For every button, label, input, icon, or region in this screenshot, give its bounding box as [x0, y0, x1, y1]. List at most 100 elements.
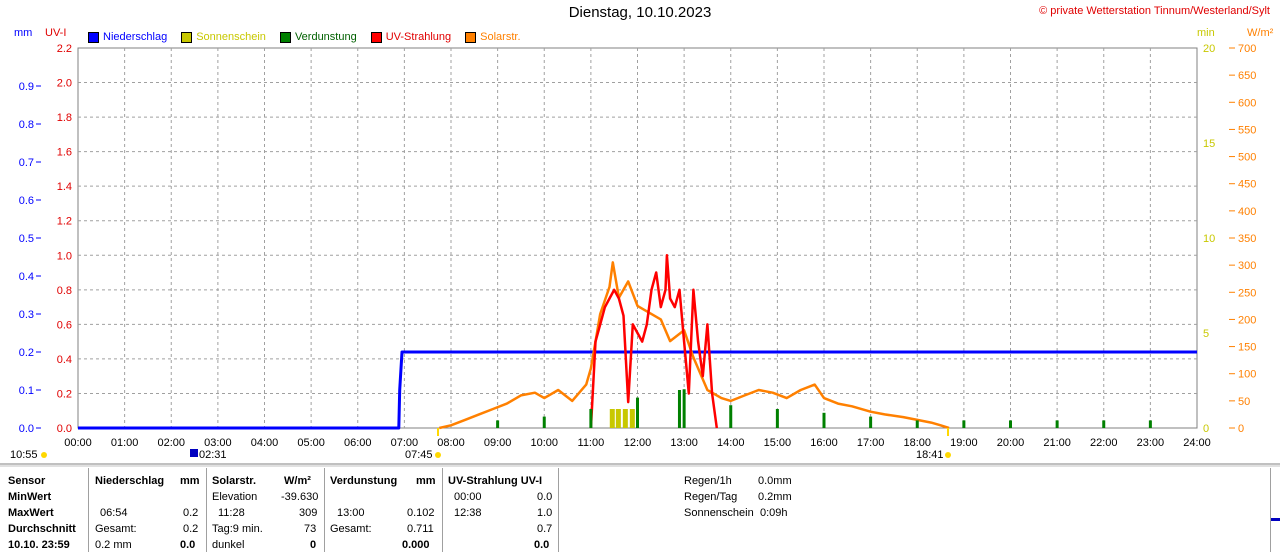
y-tick-label-wm2: 150	[1238, 342, 1256, 354]
x-tick-label: 13:00	[670, 437, 698, 449]
x-tick-label: 21:00	[1043, 437, 1071, 449]
axis-unit-mm: mm	[14, 27, 33, 39]
y-tick-label-mm: 0.4	[19, 271, 34, 283]
x-tick-label: 00:00	[64, 437, 92, 449]
marker-left-label: 10:55	[10, 449, 38, 461]
legend-label: Sonnenschein	[196, 31, 266, 43]
niederschlag-line	[78, 350, 1197, 430]
y-tick-label-uvi: 1.2	[57, 216, 72, 228]
y-tick-label-mm: 0.2	[19, 347, 34, 359]
verdunstung-sum-value: 0.711	[407, 523, 434, 535]
niederschlag-last-total: 0.0	[180, 539, 196, 551]
y-tick-label-mm: 0.8	[19, 119, 34, 131]
legend-item-verdunstung: Verdunstung	[279, 31, 357, 43]
y-tick-label-mm: 0.5	[19, 233, 34, 245]
regen-h-value: 0.0mm	[758, 475, 792, 487]
sun-marker-icon	[41, 452, 47, 458]
sonnenschein-bar	[609, 409, 615, 428]
uv-header: UV-Strahlung UV-I	[448, 475, 543, 487]
x-tick-label: 11:00	[578, 437, 605, 449]
sonnenschein-bar	[629, 409, 635, 428]
y-tick-label-wm2: 600	[1238, 97, 1256, 109]
y-tick-label-wm2: 0	[1238, 423, 1244, 435]
solar-day-label: Tag:9 min.	[212, 523, 263, 535]
x-tick-label: 17:00	[857, 437, 885, 449]
legend-swatch	[88, 31, 99, 43]
axis-unit-min: min	[1197, 27, 1215, 39]
y-tick-label-uvi: 1.6	[57, 147, 72, 159]
uv-min-value: 0.0	[537, 491, 553, 503]
solar-dark-label: dunkel	[212, 539, 245, 551]
sunset-label: 18:41	[916, 449, 944, 461]
sunshine-value: 0:09h	[760, 507, 788, 519]
x-tick-label: 08:00	[437, 437, 465, 449]
niederschlag-max-value: 0.2	[183, 507, 199, 519]
verdunstung-last: 0.000	[402, 539, 430, 551]
legend-item-niederschlag: Niederschlag	[88, 31, 167, 43]
sonnenschein-bar	[622, 409, 628, 428]
y-tick-label-mm: 0.3	[19, 309, 34, 321]
y-tick-label-uvi: 2.2	[57, 43, 72, 55]
solar-unit: W/m²	[284, 475, 311, 487]
y-tick-label-mm: 0.0	[19, 423, 34, 435]
legend-swatch	[181, 31, 193, 43]
uv-max-value: 1.0	[537, 507, 553, 519]
x-tick-label: 23:00	[1137, 437, 1165, 449]
y-tick-label-mm: 0.1	[19, 385, 34, 397]
uv-avg-value: 0.7	[537, 523, 553, 535]
legend-swatch	[370, 31, 382, 43]
last-timestamp: 10.10. 23:59	[8, 539, 70, 551]
y-tick-label-wm2: 450	[1238, 179, 1256, 191]
maxwert-label: MaxWert	[8, 507, 54, 519]
y-tick-label-uvi: 1.8	[57, 112, 72, 124]
niederschlag-sum-label: Gesamt:	[95, 523, 137, 535]
y-tick-label-uvi: 1.4	[57, 181, 72, 193]
regen-d-value: 0.2mm	[758, 491, 792, 503]
y-tick-label-wm2: 300	[1238, 260, 1256, 272]
y-tick-label-wm2: 100	[1238, 369, 1256, 381]
legend-item-sonnenschein: Sonnenschein	[181, 31, 266, 43]
axis-unit-uvi: UV-I	[45, 27, 67, 39]
sunrise-label: 07:45	[405, 449, 433, 461]
y-tick-label-wm2: 50	[1238, 396, 1250, 408]
y-tick-label-wm2: 200	[1238, 314, 1256, 326]
legend-label: Niederschlag	[103, 31, 168, 43]
x-tick-label: 03:00	[204, 437, 232, 449]
x-tick-label: 14:00	[717, 437, 745, 449]
legend-item-uv: UV-Strahlung	[370, 31, 452, 43]
sunrise-icon	[435, 452, 441, 458]
sensor-header: Sensor	[8, 475, 46, 487]
niederschlag-last: 0.2 mm	[95, 539, 132, 551]
x-tick-label: 20:00	[997, 437, 1025, 449]
y-tick-label-mm: 0.6	[19, 195, 34, 207]
y-tick-label-mm: 0.7	[19, 157, 34, 169]
y-tick-label-min: 5	[1203, 328, 1209, 340]
legend-label: Solarstr.	[480, 31, 521, 43]
uv-strahlung-line	[589, 254, 719, 429]
y-tick-label-wm2: 350	[1238, 233, 1256, 245]
y-tick-label-uvi: 0.2	[57, 388, 72, 400]
y-tick-label-min: 15	[1203, 138, 1215, 150]
axis-unit-wm2: W/m²	[1247, 27, 1274, 39]
y-tick-label-min: 20	[1203, 43, 1215, 55]
y-tick-label-uvi: 2.0	[57, 78, 72, 90]
solar-day-value: 73	[304, 523, 317, 535]
legend-swatch	[279, 31, 291, 43]
solar-max-time: 11:28	[218, 507, 245, 519]
y-tick-label-min: 10	[1203, 233, 1215, 245]
verdunstung-sum-label: Gesamt:	[330, 523, 372, 535]
solar-max-value: 309	[299, 507, 318, 519]
x-tick-label: 18:00	[903, 437, 931, 449]
solar-header: Solarstr.	[212, 475, 257, 487]
x-tick-label: 07:00	[391, 437, 419, 449]
y-tick-label-uvi: 0.0	[57, 423, 72, 435]
y-tick-label-wm2: 500	[1238, 152, 1256, 164]
solarstrahlung-line	[439, 261, 950, 430]
legend-label: Verdunstung	[294, 31, 357, 43]
legend-label: UV-Strahlung	[385, 31, 452, 43]
y-tick-label-wm2: 550	[1238, 124, 1256, 136]
chart-legend: Niederschlag Sonnenschein Verdunstung UV…	[88, 31, 521, 43]
y-tick-label-uvi: 0.6	[57, 319, 72, 331]
x-tick-label: 02:00	[157, 437, 185, 449]
